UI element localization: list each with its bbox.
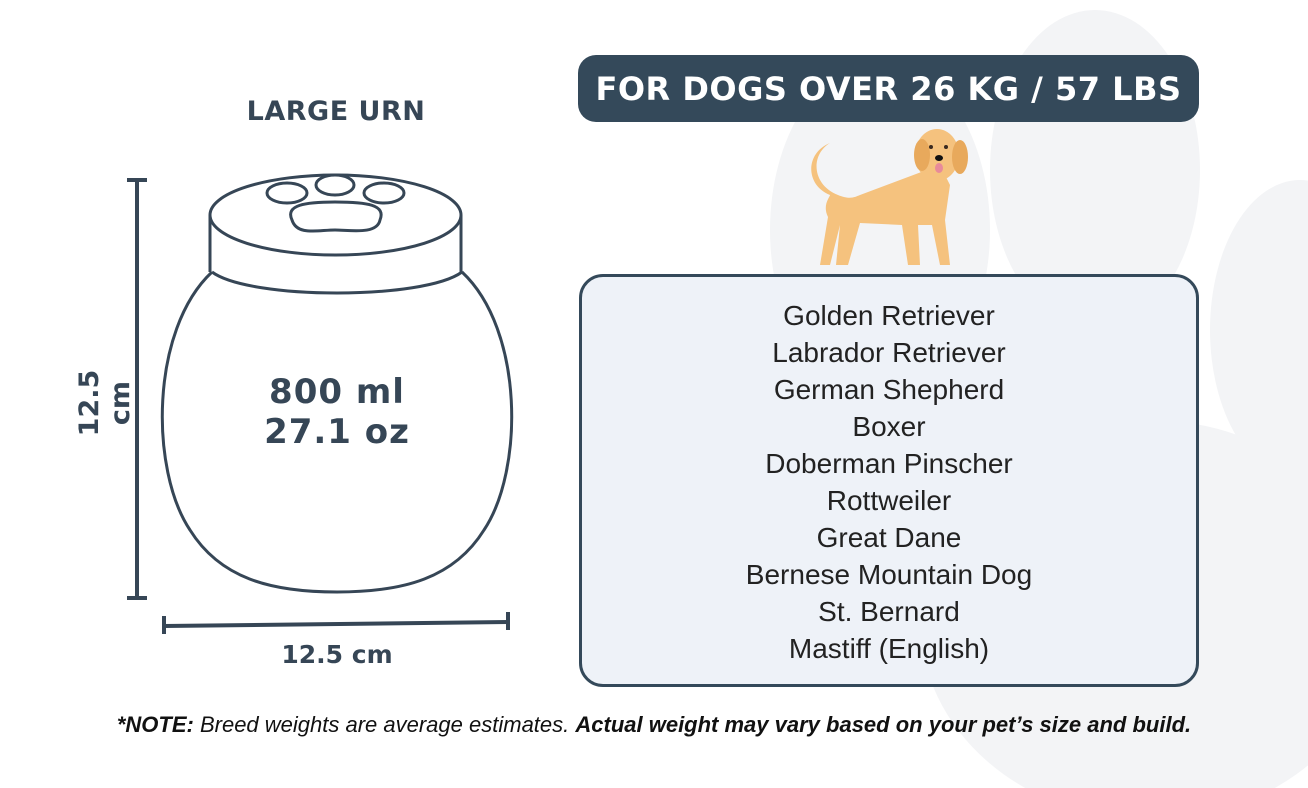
size-header-badge: FOR DOGS OVER 26 KG / 57 LBS	[578, 55, 1199, 122]
disclaimer-note: *NOTE: Breed weights are average estimat…	[0, 712, 1308, 738]
breed-item: Mastiff (English)	[788, 633, 990, 664]
breed-item: Labrador Retriever	[772, 337, 1006, 368]
breed-item: St. Bernard	[818, 596, 960, 627]
volume-oz: 27.1 oz	[264, 412, 410, 452]
height-label: 12.5 cm	[74, 369, 136, 437]
breed-item: Bernese Mountain Dog	[745, 559, 1033, 590]
size-header-label: FOR DOGS OVER 26 KG / 57 LBS	[595, 69, 1182, 108]
note-text: Breed weights are average estimates.	[193, 712, 576, 737]
urn-diagram	[127, 173, 514, 634]
breed-item: German Shepherd	[773, 374, 1005, 405]
breed-item: Doberman Pinscher	[765, 448, 1013, 479]
urn-lid	[208, 173, 463, 257]
width-label: 12.5 cm	[281, 640, 393, 669]
urn-body	[160, 270, 514, 594]
note-prefix: *NOTE:	[116, 712, 194, 737]
breed-item: Rottweiler	[826, 485, 952, 516]
breed-item: Boxer	[852, 411, 926, 442]
width-dimension-line	[162, 612, 510, 634]
height-dimension-line	[127, 178, 147, 600]
volume-ml: 800 ml	[269, 372, 405, 412]
breed-list: Golden Retriever Labrador Retriever Germ…	[582, 297, 1196, 667]
breed-item: Golden Retriever	[783, 300, 995, 331]
breed-list-panel: Golden Retriever Labrador Retriever Germ…	[579, 274, 1199, 687]
dog-illustration	[811, 129, 968, 265]
breed-item: Great Dane	[816, 522, 962, 553]
note-emphasis: Actual weight may vary based on your pet…	[575, 712, 1192, 737]
urn-title: LARGE URN	[246, 96, 426, 127]
paw-print-icon	[265, 173, 406, 233]
urn-volume: 800 ml 27.1 oz	[187, 372, 487, 452]
